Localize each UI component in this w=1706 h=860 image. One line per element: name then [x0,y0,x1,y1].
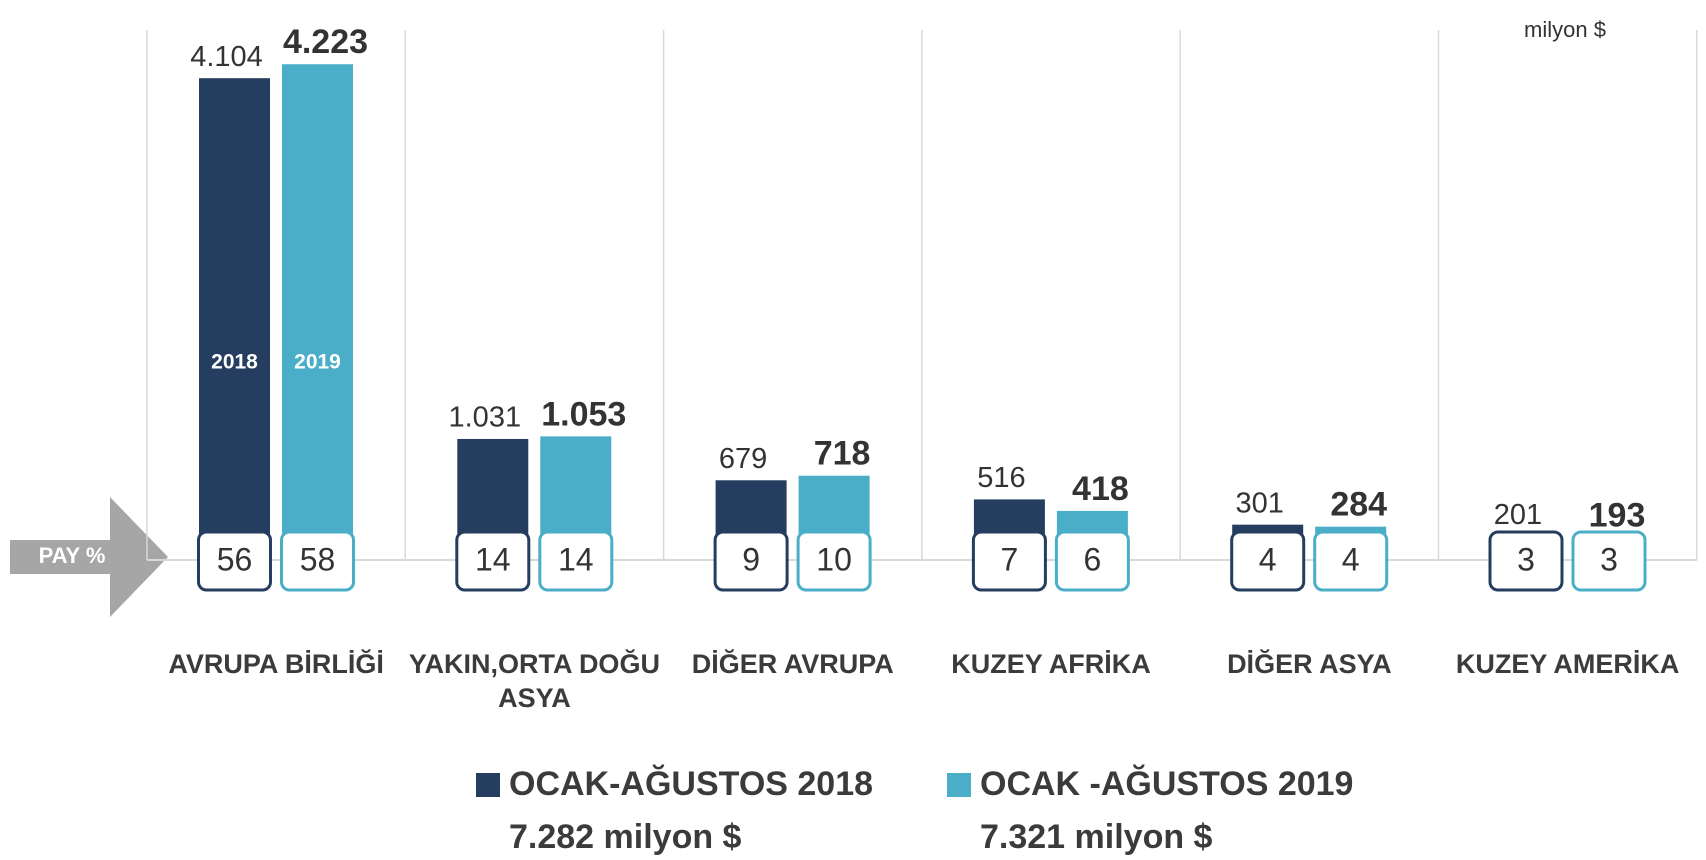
legend-swatch [947,773,971,797]
share-value: 6 [1084,541,1102,577]
share-arrow [10,497,168,617]
share-value: 7 [1001,541,1019,577]
category-label: KUZEY AFRİKA [951,649,1151,679]
share-box [971,530,1047,592]
value-label: 301 [1236,487,1284,519]
bar-inner-label: 2018 [211,351,258,374]
value-label: 679 [719,443,767,475]
category-label: DİĞER AVRUPA [691,649,894,679]
share-box [1488,530,1564,592]
bar [282,64,353,561]
category-label: KUZEY AMERİKA [1455,649,1680,679]
share-value: 4 [1342,541,1360,577]
value-label: 718 [814,435,871,473]
share-label: PAY % [39,543,106,568]
legend-total: 7.321 milyon $ [980,818,1213,856]
value-label: 4.104 [190,41,263,73]
value-label: 516 [977,462,1025,494]
bar [199,78,270,560]
legend-total: 7.282 milyon $ [509,818,742,856]
category-label: YAKIN,ORTA DOĞU ASYA [408,649,660,713]
share-box [1313,530,1389,592]
value-label: 418 [1072,470,1129,508]
category-label: DİĞER ASYA [1227,649,1392,679]
value-label: 193 [1589,496,1646,534]
share-box [1571,530,1647,592]
share-value: 56 [217,541,253,577]
share-box [538,530,614,592]
share-value: 14 [475,541,511,577]
share-box [280,530,355,592]
share-box [1054,530,1130,592]
legend-label: OCAK -AĞUSTOS 2019 [980,765,1353,803]
share-box [455,530,531,592]
value-label: 284 [1330,486,1387,524]
legend-swatch [476,773,500,797]
category-label: AVRUPA BİRLİĞİ [168,649,384,679]
value-label: 1.053 [541,395,626,433]
value-label: 1.031 [449,402,522,434]
share-box [1230,530,1306,592]
bar-inner-label: 2019 [294,351,341,374]
share-value: 9 [742,541,760,577]
share-value: 3 [1600,541,1618,577]
unit-label: milyon $ [1524,17,1606,42]
legend-label: OCAK-AĞUSTOS 2018 [509,765,873,803]
share-value: 4 [1259,541,1277,577]
share-value: 3 [1517,541,1535,577]
share-value: 58 [300,541,336,577]
share-value: 14 [558,541,594,577]
value-label: 201 [1494,499,1542,531]
value-label: 4.223 [283,23,368,61]
share-box [197,530,272,592]
share-value: 10 [816,541,852,577]
share-box [713,530,789,592]
share-box [796,530,872,592]
